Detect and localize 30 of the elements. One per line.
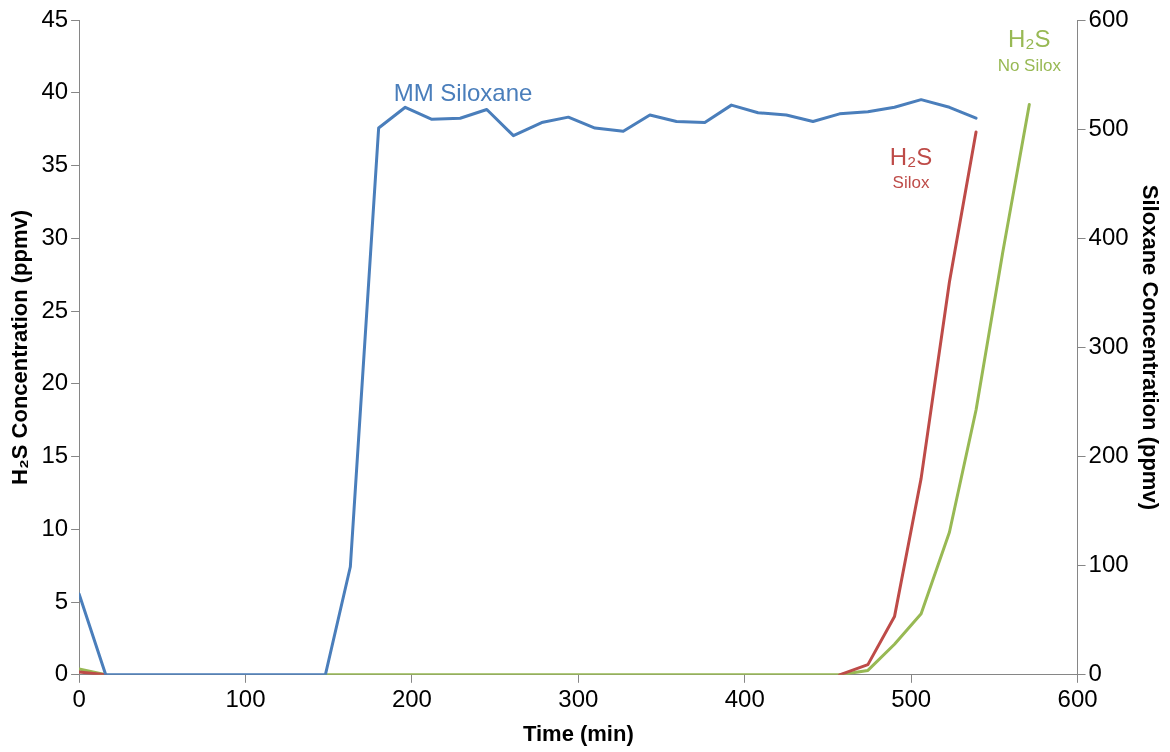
- series-label: H₂S No Silox: [997, 25, 1062, 75]
- y2-tick-label: 600: [1088, 4, 1129, 32]
- y-tick-label: 40: [41, 77, 69, 105]
- y2-tick-label: 500: [1088, 113, 1129, 141]
- x-tick-label: 200: [391, 684, 432, 712]
- y-tick-label: 15: [41, 441, 69, 469]
- y-tick-label: 5: [54, 586, 69, 614]
- y2-tick-label: 100: [1088, 550, 1129, 578]
- y2-axis-title: Siloxane Concentration (ppmv): [1137, 184, 1163, 510]
- series-label: H₂S Silox: [889, 142, 933, 193]
- y2-tick-label: 400: [1088, 222, 1129, 250]
- y2-tick-label: 200: [1088, 441, 1129, 469]
- y-tick-label: 30: [41, 222, 69, 250]
- x-tick-label: 0: [72, 684, 86, 712]
- y-tick-label: 10: [41, 513, 69, 541]
- x-tick-label: 100: [225, 684, 266, 712]
- x-axis-title: Time (min): [522, 720, 634, 746]
- y-tick-label: 35: [41, 150, 69, 178]
- x-tick-label: 400: [724, 684, 765, 712]
- y-tick-label: 20: [41, 368, 69, 396]
- y2-tick-label: 0: [1088, 659, 1102, 687]
- y-axis-title: H₂S Concentration (ppmv): [7, 209, 33, 485]
- series-label: MM Siloxane: [393, 78, 533, 106]
- y2-tick-label: 300: [1088, 332, 1129, 360]
- x-tick-label: 300: [558, 684, 599, 712]
- y-tick-label: 25: [41, 295, 69, 323]
- x-tick-label: 500: [891, 684, 932, 712]
- y-tick-label: 0: [54, 659, 69, 687]
- x-tick-label: 600: [1057, 684, 1098, 712]
- y-tick-label: 45: [41, 4, 69, 32]
